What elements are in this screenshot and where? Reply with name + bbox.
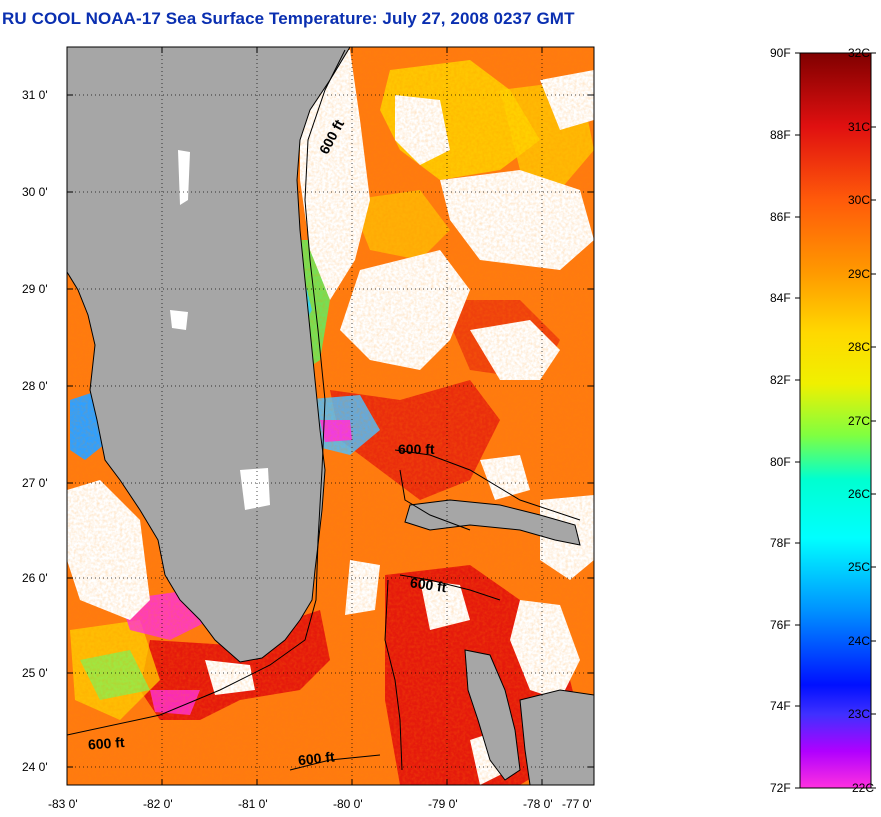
colorbar-f-label: 86F [770, 210, 791, 224]
colorbar-c-label: 27C [848, 414, 871, 428]
colorbar-c-label: 23C [848, 707, 871, 721]
lat-label: 29 0' [22, 282, 48, 296]
colorbar-f-label: 80F [770, 455, 791, 469]
colorbar-f-label: 74F [770, 699, 791, 713]
isobath-600ft-lines [67, 49, 581, 771]
map-area [67, 47, 594, 785]
colorbar-c-label: 31C [848, 120, 871, 134]
lat-label: 24 0' [22, 760, 48, 774]
lat-label: 28 0' [22, 379, 48, 393]
isobath-label: 600 ft [398, 441, 435, 457]
cuba-land [519, 689, 594, 785]
colorbar-c-label: 26C [848, 487, 871, 501]
lon-label: -81 0' [238, 797, 268, 811]
lon-label: -79 0' [428, 797, 458, 811]
map-tick-marks [66, 47, 594, 785]
colorbar-f-label: 72F [770, 781, 791, 795]
lat-label: 26 0' [22, 571, 48, 585]
lat-label: 31 0' [22, 88, 48, 102]
colorbar-c-label: 32C [848, 46, 871, 60]
lat-label: 30 0' [22, 185, 48, 199]
colorbar-f-label: 78F [770, 536, 791, 550]
isobath-label: 600 ft [297, 748, 335, 768]
map-frame [66, 46, 595, 786]
florida-land [67, 47, 351, 663]
isobath-label: 600 ft [87, 734, 125, 753]
lon-label: -78 0' [523, 797, 553, 811]
map-title: RU COOL NOAA-17 Sea Surface Temperature:… [2, 9, 575, 28]
colorbar-c-label: 29C [848, 267, 871, 281]
lon-label: -77 0' [562, 797, 592, 811]
colorbar-f-label: 84F [770, 291, 791, 305]
colorbar [799, 52, 872, 789]
lat-label: 27 0' [22, 476, 48, 490]
colorbar-c-label: 24C [848, 634, 871, 648]
bahamas-grand-bahama [404, 499, 581, 546]
colorbar-c-label: 30C [848, 193, 871, 207]
lon-label: -83 0' [48, 797, 78, 811]
isobath-label: 600 ft [409, 574, 448, 595]
lat-label: 25 0' [22, 666, 48, 680]
colorbar-f-label: 82F [770, 373, 791, 387]
colorbar-ticks [795, 52, 876, 789]
colorbar-f-label: 76F [770, 618, 791, 632]
bahamas-andros [464, 649, 521, 781]
colorbar-c-label: 22C [852, 781, 875, 795]
colorbar-c-label: 28C [848, 340, 871, 354]
lon-label: -82 0' [143, 797, 173, 811]
colorbar-c-label: 25C [848, 560, 871, 574]
colorbar-f-label: 88F [770, 128, 791, 142]
lat-lon-grid [67, 47, 594, 785]
colorbar-f-label: 90F [770, 46, 791, 60]
lon-label: -80 0' [333, 797, 363, 811]
